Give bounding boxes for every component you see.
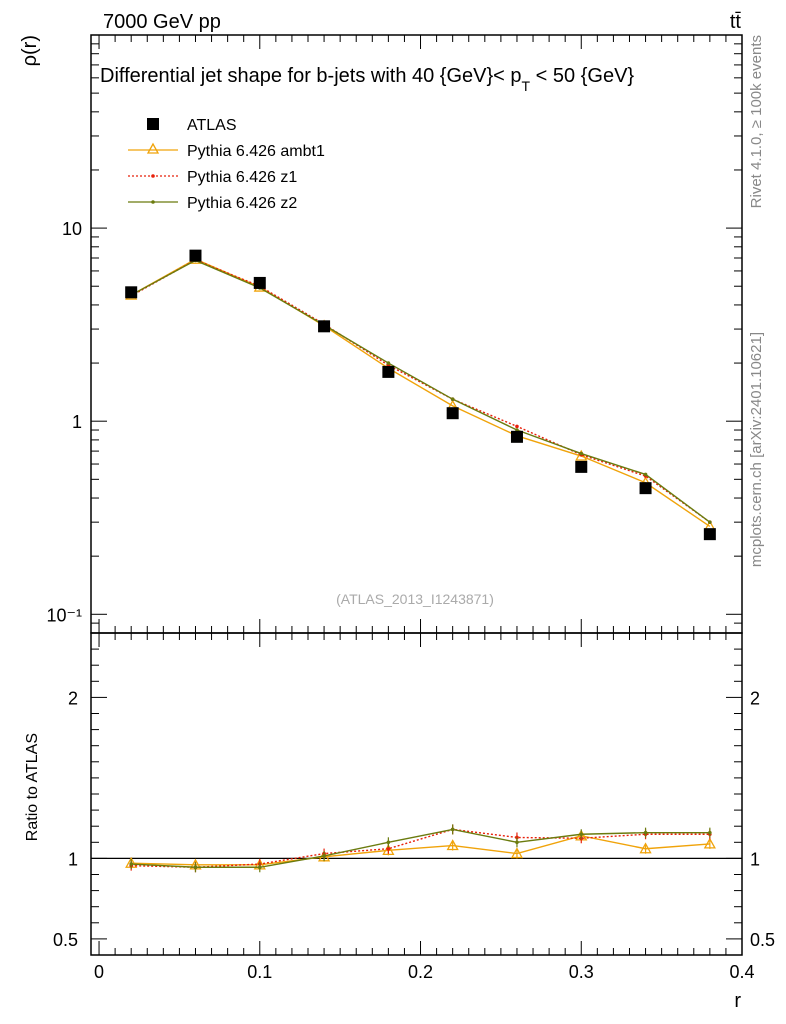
atlas-data-point [510,430,523,443]
rivet-version-label: Rivet 4.1.0, ≥ 100k events [748,35,765,208]
atlas-data-layer [125,249,716,541]
ratio-point-dot [643,830,648,835]
ratio-point-dot [515,840,519,845]
legend-marker-ambt1 [146,142,160,154]
series-line-1 [130,259,711,523]
chart-title-tail: < 50 {GeV} [530,65,634,87]
legend-marker-atlas [147,118,159,130]
atlas-data-point [125,286,138,299]
ratio-point-dot [257,865,262,870]
legend-label-atlas: ATLAS [187,117,237,134]
legend-label-z2: Pythia 6.426 z2 [187,195,297,212]
ratio-point-dot [386,840,391,845]
legend-label-ambt1: Pythia 6.426 ambt1 [187,143,325,160]
x-tick-label: 0.2 [408,962,433,982]
ratio-line-0 [131,835,710,866]
series-line-2 [130,259,711,523]
analysis-watermark: (ATLAS_2013_I1243871) [336,591,494,607]
series-point-dot [708,520,712,524]
y-axis-title: ρ(r) [19,35,41,66]
ratio-point-triangle [703,837,716,849]
ratio-point-triangle [382,844,395,855]
ratio-point-dot [129,862,133,866]
x-tick-label: 0.3 [569,962,594,982]
atlas-data-point [575,460,588,473]
atlas-data-point [703,528,716,541]
legend-label-z1: Pythia 6.426 z1 [187,169,297,186]
ratio-tick-label-right: 0.5 [750,930,775,950]
ratio-tick-label-left: 0.5 [53,930,78,950]
atlas-data-point [639,482,652,495]
energy-label: 7000 GeV pp [103,11,221,33]
y-tick-label: 10 [62,219,82,239]
ratio-plot-frame [90,632,743,956]
ratio-point-dot [193,865,198,870]
x-tick-label: 0.4 [729,962,754,982]
series-line-0 [130,258,711,528]
atlas-data-point [189,249,202,262]
series-point-dot [515,424,519,429]
ratio-point-dot [322,854,326,858]
chart-title-main: Differential jet shape for b-jets with 4… [100,65,522,87]
series-layer [125,252,716,873]
process-label: tt̄ [730,11,742,33]
ratio-line-2 [131,828,710,868]
atlas-data-point [446,407,459,420]
ratio-point-dot [450,827,455,832]
atlas-data-point [382,365,395,378]
ratio-point-triangle [446,839,459,851]
ratio-point-triangle [639,842,652,854]
ratio-line-1 [131,828,710,868]
legend: ATLAS Pythia 6.426 ambt1 Pythia 6.426 z1… [128,117,325,212]
atlas-data-point [318,320,331,333]
chart-title: Differential jet shape for b-jets with 4… [100,65,634,94]
ratio-point-dot [579,832,584,837]
ratio-point-dot [708,830,712,835]
ratio-point-triangle [510,847,524,859]
x-tick-label: 0.1 [247,962,272,982]
ratio-point-dot [386,846,391,851]
ratio-tick-label-left: 2 [68,688,78,708]
axis-ticks: 0 0.1 0.2 0.3 0.4 10⁻¹ 1 10 0.5 0.5 1 1 2 2 [46,34,775,982]
ratio-tick-label-right: 1 [750,849,760,869]
y-tick-label: 10⁻¹ [46,605,82,625]
ratio-tick-label-left: 1 [68,849,78,869]
series-point-dot [450,397,455,401]
series-point-dot [579,451,584,456]
ratio-y-axis-title: Ratio to ATLAS [24,733,41,841]
y-tick-label: 1 [72,412,82,432]
legend-marker-z1 [151,174,155,178]
x-tick-label: 0 [94,962,104,982]
legend-marker-z2 [151,200,155,204]
x-axis-title: r [734,990,741,1012]
mcplots-reference-label: mcplots.cern.ch [arXiv:2401.10621] [748,332,765,567]
atlas-data-point [253,276,266,289]
chart-title-subscript: T [522,78,531,94]
ratio-tick-label-right: 2 [750,688,760,708]
series-point-dot [386,361,391,365]
series-point-dot [643,472,648,477]
